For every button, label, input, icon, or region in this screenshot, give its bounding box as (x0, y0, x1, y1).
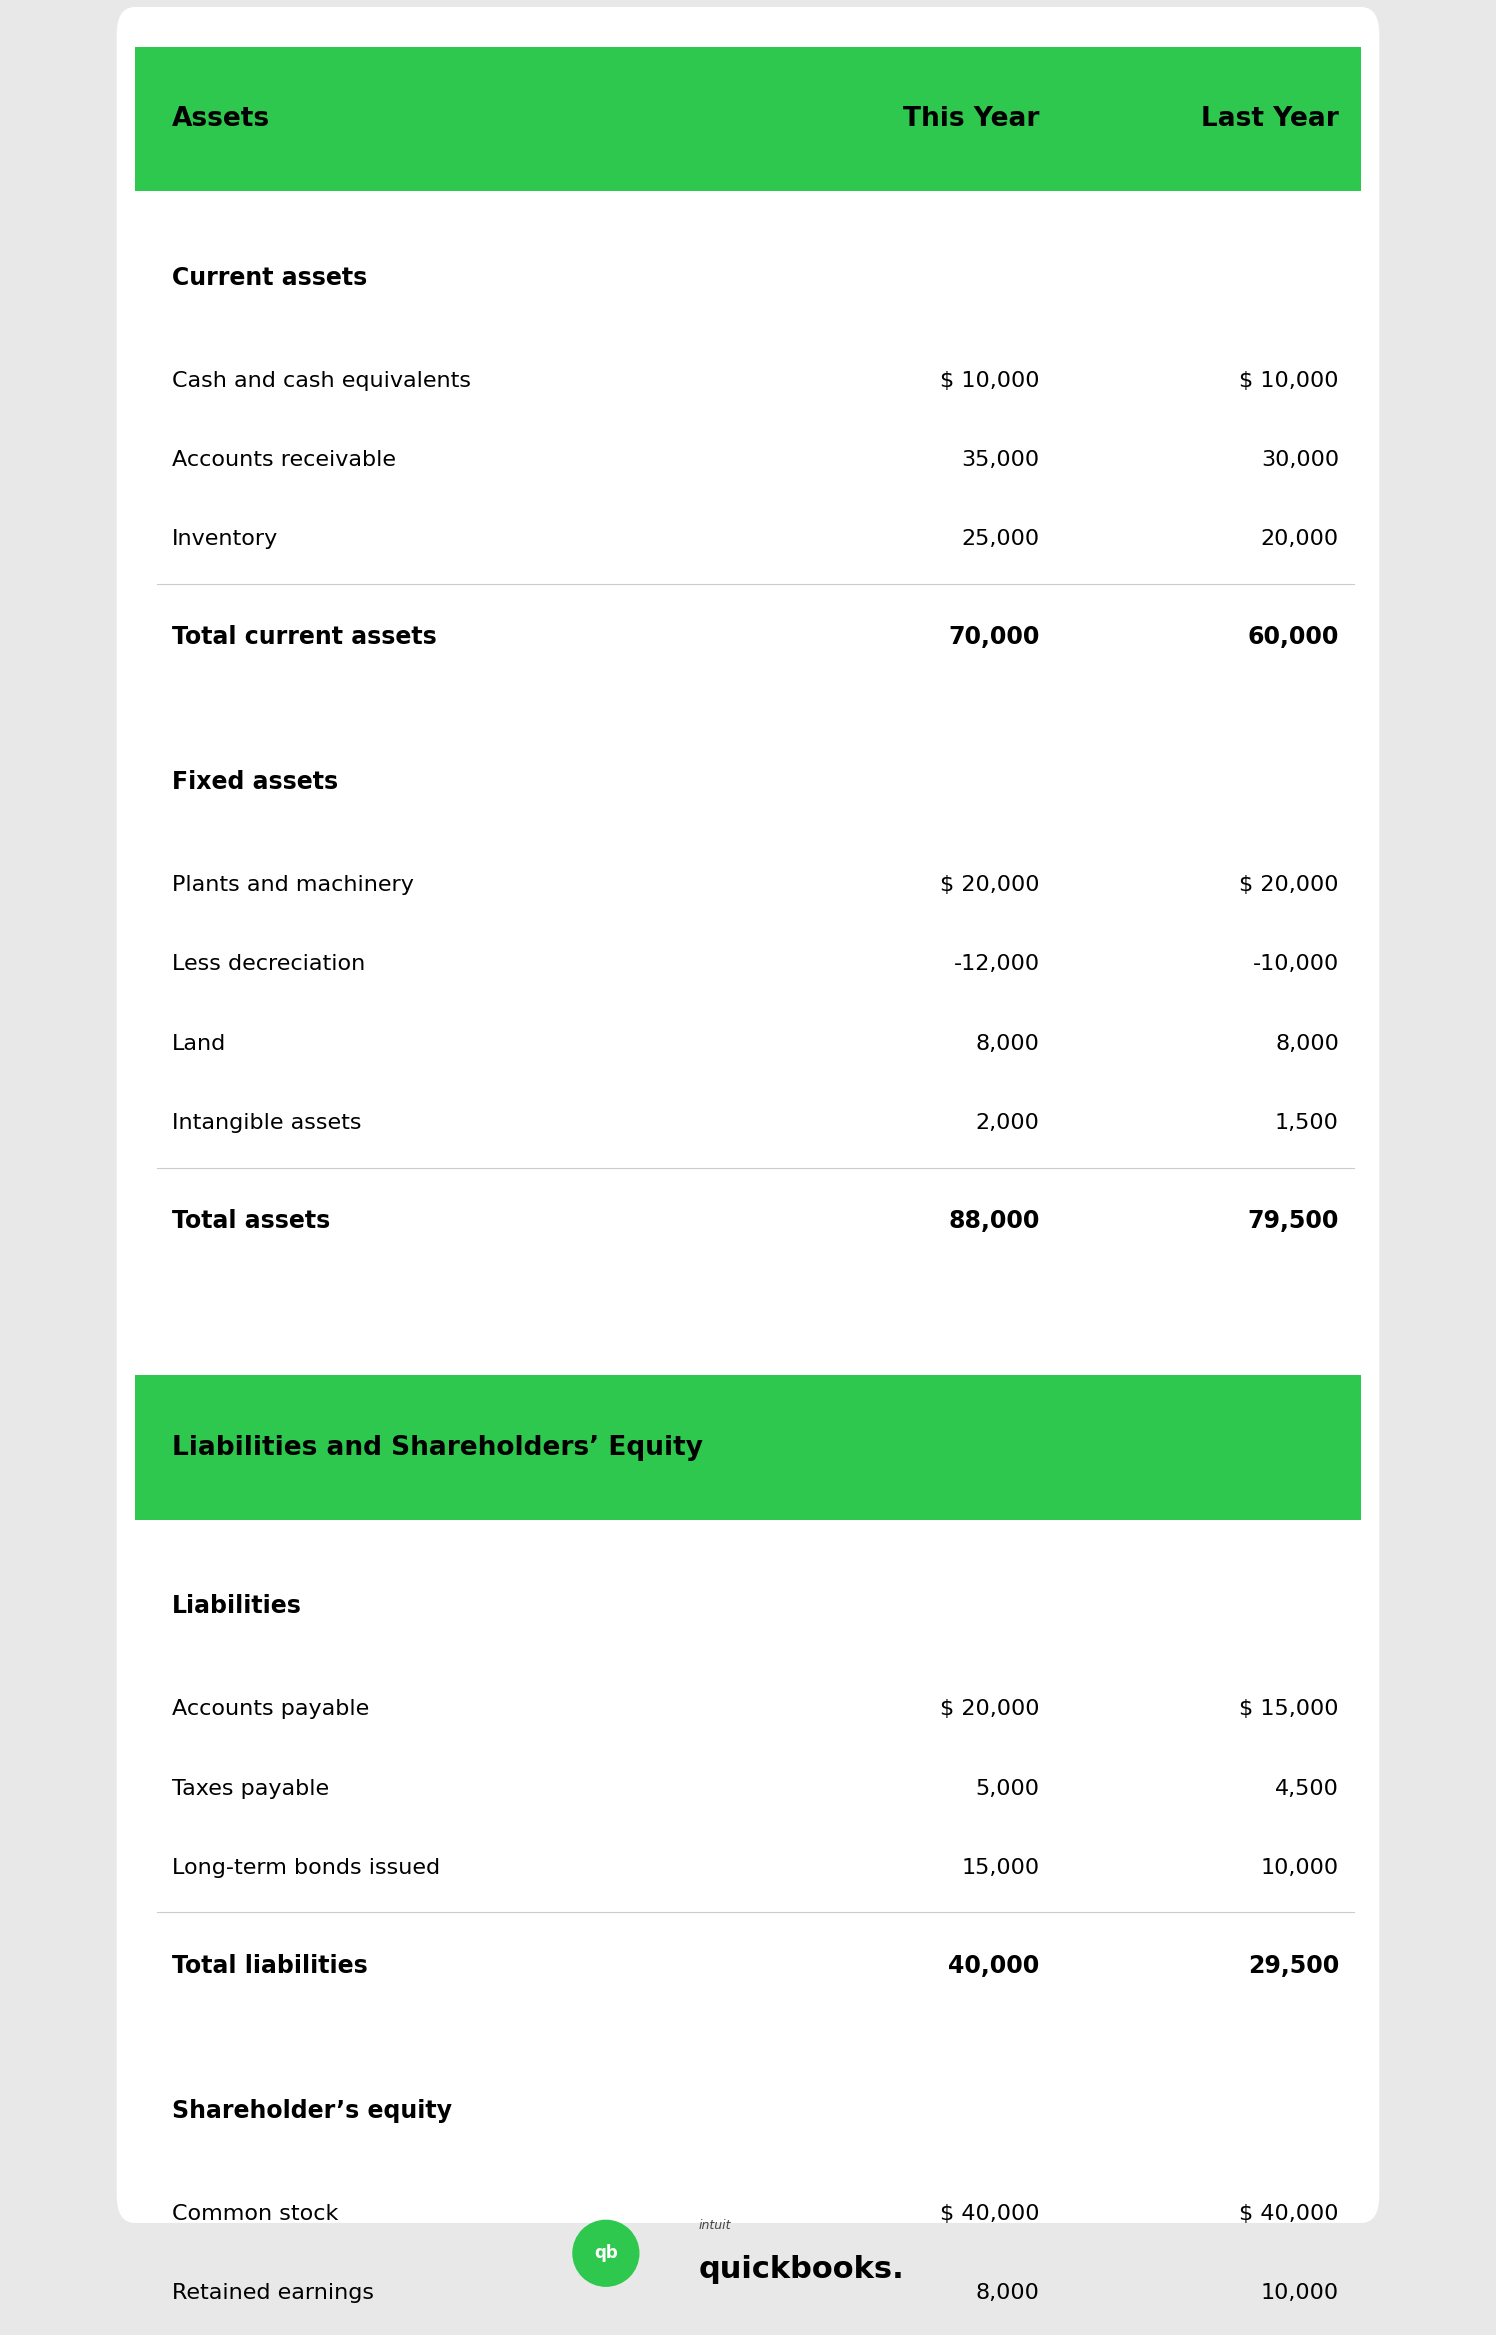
Text: Long-term bonds issued: Long-term bonds issued (172, 1859, 440, 1877)
Text: Cash and cash equivalents: Cash and cash equivalents (172, 371, 471, 390)
Text: $ 40,000: $ 40,000 (939, 2204, 1040, 2223)
Text: Current assets: Current assets (172, 266, 368, 290)
Text: 60,000: 60,000 (1248, 626, 1339, 649)
Text: Inventory: Inventory (172, 530, 278, 549)
Text: quickbooks.: quickbooks. (699, 2256, 905, 2284)
Text: 79,500: 79,500 (1248, 1210, 1339, 1233)
Text: 88,000: 88,000 (948, 1210, 1040, 1233)
Text: $ 20,000: $ 20,000 (939, 876, 1040, 894)
Bar (135, 47, 1361, 191)
Text: 35,000: 35,000 (962, 451, 1040, 469)
Text: Taxes payable: Taxes payable (172, 1779, 329, 1798)
Text: 8,000: 8,000 (975, 2284, 1040, 2302)
Text: Last Year: Last Year (1201, 105, 1339, 133)
Text: 70,000: 70,000 (948, 626, 1040, 649)
Text: Shareholder’s equity: Shareholder’s equity (172, 2099, 452, 2123)
Text: Total liabilities: Total liabilities (172, 1954, 368, 1978)
Text: Retained earnings: Retained earnings (172, 2284, 374, 2302)
Text: Less decreciation: Less decreciation (172, 955, 365, 974)
Text: -10,000: -10,000 (1252, 955, 1339, 974)
Text: 15,000: 15,000 (962, 1859, 1040, 1877)
Text: Liabilities and Shareholders’ Equity: Liabilities and Shareholders’ Equity (172, 1434, 703, 1462)
Text: qb: qb (594, 2244, 618, 2263)
Text: Common stock: Common stock (172, 2204, 338, 2223)
Text: 20,000: 20,000 (1261, 530, 1339, 549)
Text: Plants and machinery: Plants and machinery (172, 876, 414, 894)
Text: intuit: intuit (699, 2218, 732, 2232)
Text: Total assets: Total assets (172, 1210, 331, 1233)
Text: $ 10,000: $ 10,000 (1239, 371, 1339, 390)
Text: Fixed assets: Fixed assets (172, 771, 338, 794)
Text: $ 40,000: $ 40,000 (1239, 2204, 1339, 2223)
Text: Total current assets: Total current assets (172, 626, 437, 649)
Text: 2,000: 2,000 (975, 1114, 1040, 1132)
Text: 8,000: 8,000 (975, 1034, 1040, 1053)
Text: Accounts payable: Accounts payable (172, 1700, 370, 1719)
Text: 30,000: 30,000 (1261, 451, 1339, 469)
Text: $ 20,000: $ 20,000 (939, 1700, 1040, 1719)
Text: Assets: Assets (172, 105, 271, 133)
Text: 8,000: 8,000 (1275, 1034, 1339, 1053)
Text: 10,000: 10,000 (1261, 2284, 1339, 2302)
Text: 29,500: 29,500 (1248, 1954, 1339, 1978)
Ellipse shape (573, 2221, 639, 2286)
Text: 4,500: 4,500 (1275, 1779, 1339, 1798)
Text: Intangible assets: Intangible assets (172, 1114, 362, 1132)
Text: Accounts receivable: Accounts receivable (172, 451, 396, 469)
FancyBboxPatch shape (117, 7, 1379, 2223)
Text: $ 20,000: $ 20,000 (1239, 876, 1339, 894)
Text: 5,000: 5,000 (975, 1779, 1040, 1798)
Bar (135, 1375, 1361, 1520)
Text: $ 10,000: $ 10,000 (939, 371, 1040, 390)
Text: 40,000: 40,000 (948, 1954, 1040, 1978)
Text: This Year: This Year (904, 105, 1040, 133)
Text: Land: Land (172, 1034, 226, 1053)
Text: $ 15,000: $ 15,000 (1239, 1700, 1339, 1719)
Text: 1,500: 1,500 (1275, 1114, 1339, 1132)
Text: 10,000: 10,000 (1261, 1859, 1339, 1877)
Text: 25,000: 25,000 (962, 530, 1040, 549)
Text: -12,000: -12,000 (953, 955, 1040, 974)
Text: Liabilities: Liabilities (172, 1595, 302, 1618)
